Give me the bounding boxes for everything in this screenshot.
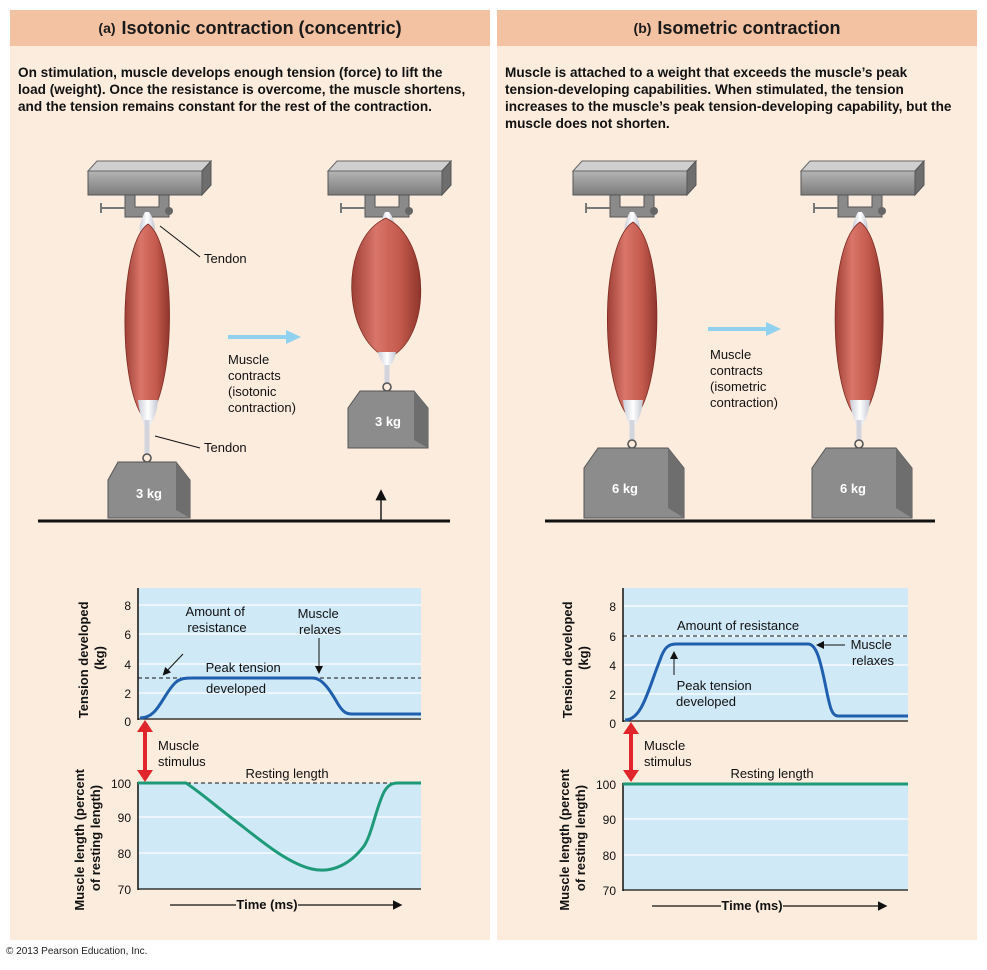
panel-b-relaxes-label: Muscle relaxes xyxy=(851,637,896,668)
panel-b-tension-graph xyxy=(622,588,908,722)
svg-text:80: 80 xyxy=(603,849,617,863)
panel-a-contraction-label: Muscle contracts (isotonic contraction) xyxy=(228,352,296,415)
panel-b-letter: (b) xyxy=(633,20,652,36)
tension-curve xyxy=(139,676,421,720)
svg-text:100: 100 xyxy=(111,777,131,791)
muscle-contracted-icon xyxy=(351,217,422,359)
panel-a-relaxes-label: Muscle relaxes xyxy=(298,606,343,637)
weight-6kg-left-icon xyxy=(583,447,685,519)
panel-a-header: (a) Isotonic contraction (concentric) xyxy=(10,10,490,46)
panel-b-contraction-label: Muscle contracts (isometric contraction) xyxy=(710,347,778,410)
panel-a-stimulus-label: Muscle stimulus xyxy=(158,738,206,769)
svg-text:4: 4 xyxy=(609,659,616,673)
panel-b-stimulus-arrow-icon xyxy=(623,722,639,782)
panel-a-tension-graph xyxy=(137,588,421,720)
panel-a-letter: (a) xyxy=(98,20,116,36)
panel-b-length-ylabel: Muscle length (percent of resting length… xyxy=(557,765,588,910)
panel-b-length-graph xyxy=(622,782,908,911)
weight-3kg-left-icon xyxy=(107,461,191,519)
svg-text:6: 6 xyxy=(124,628,131,642)
panel-a-tension-ticks: 8 6 4 2 0 xyxy=(124,599,131,729)
weight-after-label: 6 kg xyxy=(840,481,866,496)
panel-a-tension-ylabel: Tension developed (kg) xyxy=(76,598,107,718)
svg-text:2: 2 xyxy=(124,687,131,701)
tendon-bottom-icon xyxy=(138,400,158,432)
panel-a-muscle-setup xyxy=(38,160,452,523)
panel-a-length-graph xyxy=(137,781,421,910)
motion-arrow-icon xyxy=(766,322,781,336)
svg-text:90: 90 xyxy=(603,813,617,827)
svg-text:80: 80 xyxy=(118,847,132,861)
muscle-icon xyxy=(834,221,884,421)
svg-text:4: 4 xyxy=(124,658,131,672)
panel-a-length-ticks: 100 90 80 70 xyxy=(111,777,131,897)
panel-b-peak-label: Peak tension developed xyxy=(676,678,755,709)
clamp-icon xyxy=(87,160,212,218)
length-curve xyxy=(138,781,421,872)
panel-a-title: Isotonic contraction (concentric) xyxy=(121,17,402,38)
tension-curve xyxy=(624,642,908,722)
panel-a-description: On stimulation, muscle develops enough t… xyxy=(18,65,466,114)
tendon-top-label: Tendon xyxy=(204,251,247,266)
svg-text:100: 100 xyxy=(596,778,616,792)
panel-a-resistance-label: Amount of resistance xyxy=(186,604,249,635)
svg-text:2: 2 xyxy=(609,688,616,702)
svg-text:6: 6 xyxy=(609,630,616,644)
panel-b-stimulus-label: Muscle stimulus xyxy=(644,738,692,769)
motion-arrow-icon xyxy=(286,330,301,344)
panel-b-header: (b) Isometric contraction xyxy=(497,10,977,46)
panel-b-tension-ticks: 8 6 4 2 0 xyxy=(609,600,616,731)
muscle-relaxed-icon xyxy=(124,223,170,421)
panel-b-resistance-label: Amount of resistance xyxy=(677,618,799,633)
tendon-bottom-label: Tendon xyxy=(204,440,247,455)
weight-6kg-right-icon xyxy=(811,447,913,519)
panel-a-peak-label: Peak tension developed xyxy=(206,660,285,696)
svg-text:70: 70 xyxy=(603,884,617,898)
panel-b-time-label: Time (ms) xyxy=(721,898,782,913)
weight-3kg-lifted-icon xyxy=(347,390,429,449)
panel-b-resting-label: Resting length xyxy=(730,766,813,781)
copyright-text: © 2013 Pearson Education, Inc. xyxy=(6,946,148,957)
panel-b-title: Isometric contraction xyxy=(657,17,841,38)
weight-before-label: 3 kg xyxy=(136,486,162,501)
panel-b-muscle-setup xyxy=(545,160,935,523)
weight-before-label: 6 kg xyxy=(612,481,638,496)
svg-text:0: 0 xyxy=(124,715,131,729)
panel-b-description: Muscle is attached to a weight that exce… xyxy=(505,65,952,131)
svg-text:8: 8 xyxy=(609,600,616,614)
svg-text:70: 70 xyxy=(118,883,132,897)
weight-after-label: 3 kg xyxy=(375,414,401,429)
panel-b-tension-ylabel: Tension developed (kg) xyxy=(560,598,591,718)
svg-text:0: 0 xyxy=(609,717,616,731)
svg-text:8: 8 xyxy=(124,599,131,613)
panel-b-length-ticks: 100 90 80 70 xyxy=(596,778,616,898)
muscle-icon xyxy=(606,221,658,421)
clamp-icon xyxy=(800,160,925,218)
svg-text:90: 90 xyxy=(118,811,132,825)
clamp-icon xyxy=(572,160,697,218)
clamp-icon xyxy=(327,160,452,218)
panel-a-length-ylabel: Muscle length (percent of resting length… xyxy=(72,765,103,910)
panel-a-stimulus-arrow-icon xyxy=(137,720,153,782)
panel-a-time-label: Time (ms) xyxy=(236,897,297,912)
panel-a-resting-label: Resting length xyxy=(245,766,328,781)
